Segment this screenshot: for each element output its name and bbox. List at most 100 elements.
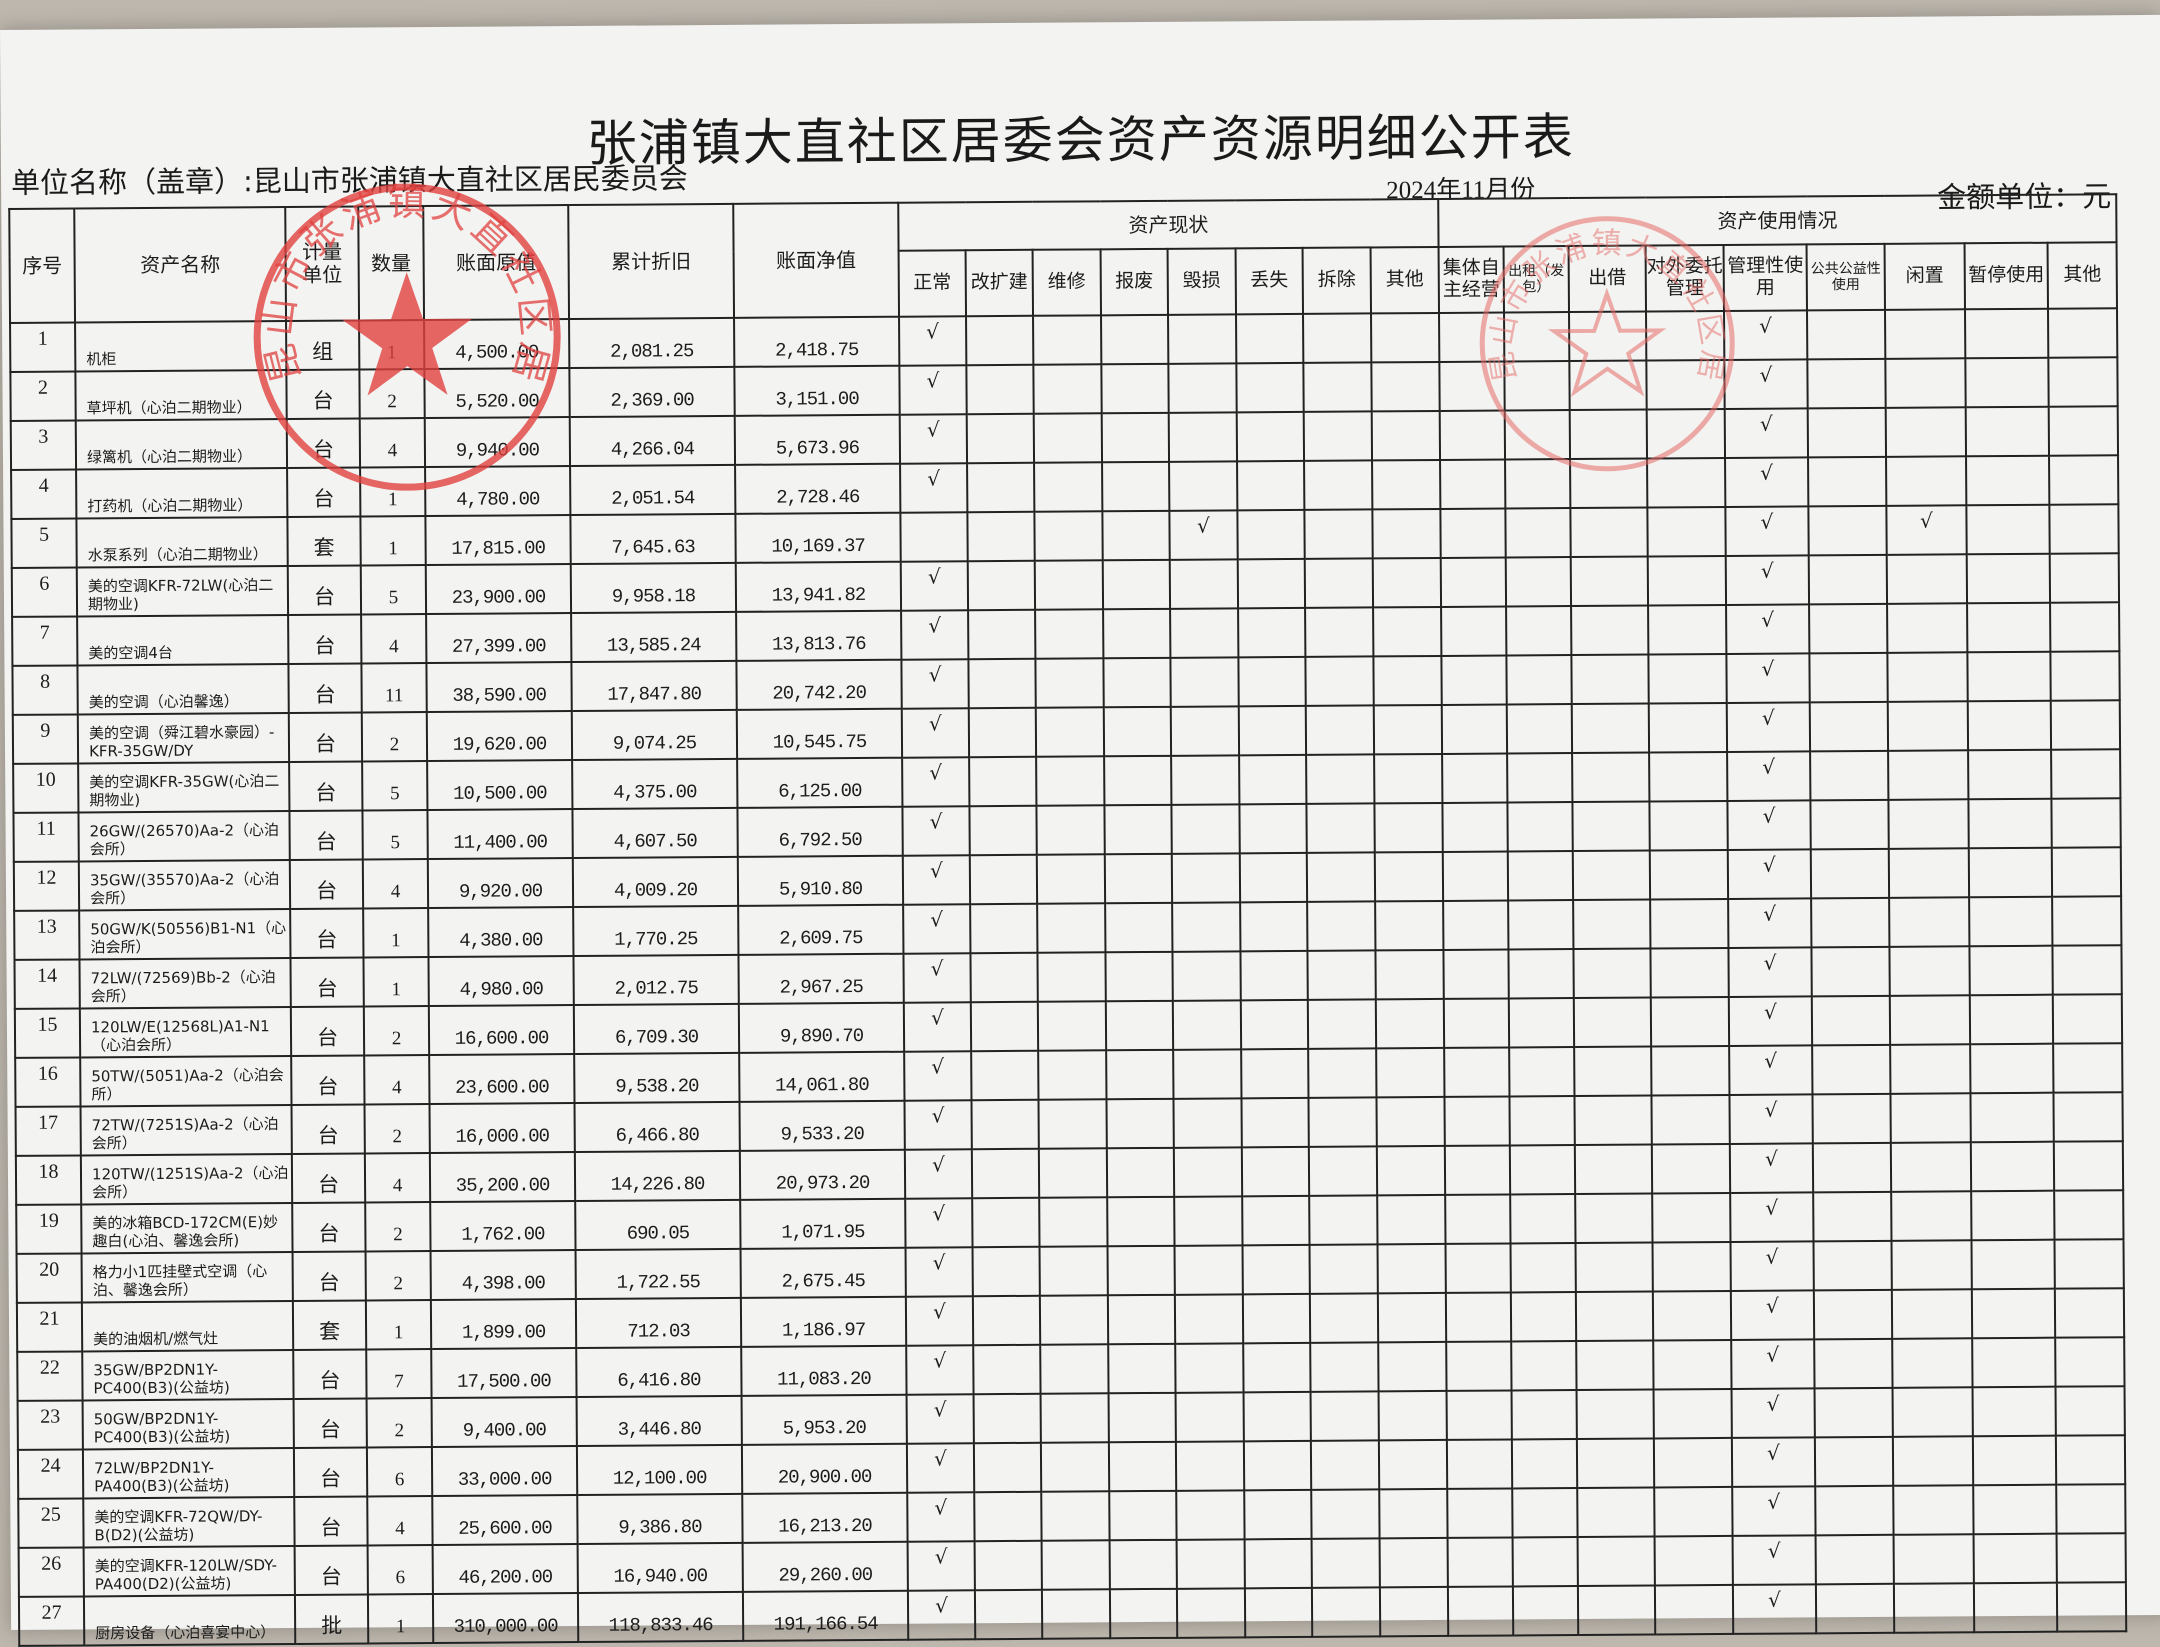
usage-check-mark: √ <box>1727 800 1811 850</box>
status-cell-5 <box>1242 1244 1310 1295</box>
status-check-mark: √ <box>906 1394 974 1444</box>
status-cell-2 <box>1033 315 1102 365</box>
status-cell-3 <box>1104 804 1172 855</box>
status-cell-1 <box>972 1197 1040 1248</box>
header-usage-4: 管理性使用 <box>1723 244 1808 311</box>
usage-cell-8 <box>2050 602 2120 652</box>
usage-cell-0 <box>1441 606 1507 656</box>
header-status-6: 拆除 <box>1302 247 1372 314</box>
accumulated-depreciation: 2,081.25 <box>569 317 735 369</box>
usage-cell-7 <box>1966 455 2050 506</box>
book-net-value: 13,813.76 <box>736 610 902 661</box>
usage-check-mark: √ <box>1731 1388 1815 1438</box>
usage-cell-5 <box>1808 505 1887 556</box>
status-cell-5 <box>1238 656 1306 707</box>
status-cell-7 <box>1373 655 1442 706</box>
accumulated-depreciation: 3,446.80 <box>576 1395 742 1447</box>
book-net-value: 6,792.50 <box>737 806 903 857</box>
usage-cell-6 <box>1886 554 1968 604</box>
book-net-value: 16,213.20 <box>742 1492 908 1543</box>
usage-cell-2 <box>1570 556 1649 607</box>
usage-cell-3 <box>1651 1143 1731 1194</box>
quantity: 2 <box>363 1006 430 1056</box>
status-cell-6 <box>1309 1293 1379 1343</box>
usage-cell-2 <box>1575 1193 1653 1244</box>
usage-cell-8 <box>2049 455 2119 505</box>
status-cell-5 <box>1244 1538 1312 1589</box>
usage-cell-8 <box>2056 1582 2127 1632</box>
usage-cell-3 <box>1652 1241 1731 1292</box>
status-cell-4 <box>1172 902 1241 952</box>
status-cell-2 <box>1039 1295 1109 1345</box>
usage-cell-6 <box>1888 750 1969 800</box>
usage-cell-6 <box>1887 701 1969 751</box>
asset-name: 50GW/K(50556)B1-N1（心泊会所） <box>79 908 291 960</box>
measure-unit: 套 <box>287 516 361 567</box>
usage-cell-3 <box>1651 1094 1730 1145</box>
usage-cell-1 <box>1506 704 1573 754</box>
status-cell-6 <box>1309 1195 1378 1245</box>
usage-cell-6 <box>1890 1044 1971 1094</box>
book-original-value: 11,400.00 <box>427 809 573 860</box>
book-original-value: 23,600.00 <box>429 1054 575 1105</box>
quantity: 6 <box>367 1545 433 1595</box>
status-cell-3 <box>1105 951 1173 1002</box>
header-usage-1: 出租（发包） <box>1503 246 1570 313</box>
usage-check-mark: √ <box>1724 408 1809 458</box>
row-number: 17 <box>15 1106 81 1156</box>
usage-cell-3 <box>1654 1535 1733 1586</box>
usage-cell-2 <box>1571 605 1649 656</box>
status-cell-5 <box>1236 411 1305 462</box>
status-cell-2 <box>1034 560 1104 610</box>
status-cell-6 <box>1304 509 1373 559</box>
book-net-value: 20,973.20 <box>739 1149 906 1200</box>
asset-name: 水泵系列（心泊二期物业） <box>76 517 288 568</box>
usage-cell-7 <box>1967 602 2051 653</box>
usage-check-mark: √ <box>1724 359 1808 409</box>
status-cell-3 <box>1105 1000 1174 1051</box>
usage-cell-5 <box>1811 995 1891 1046</box>
usage-cell-2 <box>1575 1291 1654 1342</box>
status-cell-4 <box>1168 363 1237 413</box>
status-check-mark: √ <box>899 316 967 366</box>
usage-cell-7 <box>1971 1190 2055 1241</box>
status-cell-3 <box>1107 1294 1176 1345</box>
usage-cell-5 <box>1815 1485 1894 1536</box>
status-cell-5 <box>1238 705 1307 756</box>
usage-cell-3 <box>1652 1192 1731 1243</box>
usage-cell-2 <box>1573 997 1652 1048</box>
status-cell-1 <box>973 1344 1041 1395</box>
status-cell-4 <box>1176 1588 1246 1638</box>
usage-cell-5 <box>1812 1044 1891 1095</box>
status-check-mark: √ <box>907 1492 975 1542</box>
asset-name: 72LW/BP2DN1Y-PA400(B3)(公益坊) <box>82 1447 295 1499</box>
asset-name: 120TW/(1251S)Aa-2（心泊会所） <box>80 1153 293 1205</box>
status-cell-4 <box>1175 1441 1245 1491</box>
status-cell-5 <box>1236 313 1304 364</box>
measure-unit: 台 <box>288 712 363 762</box>
asset-name: 厨房设备（心泊喜宴中心） <box>83 1594 296 1646</box>
status-cell-2 <box>1038 1148 1108 1198</box>
usage-cell-1 <box>1511 1439 1578 1489</box>
unit-name-line: 单位名称（盖章）:昆山市张浦镇大直社区居民委员会 <box>11 155 688 202</box>
usage-cell-5 <box>1813 1191 1892 1242</box>
measure-unit: 台 <box>293 1398 367 1448</box>
accumulated-depreciation: 12,100.00 <box>576 1444 743 1496</box>
usage-cell-5 <box>1815 1534 1894 1585</box>
accumulated-depreciation: 2,051.54 <box>570 464 736 516</box>
usage-cell-5 <box>1810 750 1889 801</box>
usage-cell-5 <box>1813 1240 1892 1291</box>
book-net-value: 20,900.00 <box>741 1443 908 1494</box>
measure-unit: 台 <box>293 1447 368 1497</box>
usage-cell-0 <box>1441 704 1508 754</box>
book-original-value: 33,000.00 <box>431 1446 578 1497</box>
status-cell-5 <box>1237 509 1305 560</box>
usage-cell-1 <box>1508 998 1575 1048</box>
status-cell-4 <box>1175 1343 1244 1393</box>
measure-unit: 台 <box>286 418 361 469</box>
accumulated-depreciation: 2,012.75 <box>573 954 739 1006</box>
accumulated-depreciation: 1,722.55 <box>575 1248 741 1300</box>
row-number: 22 <box>17 1351 83 1401</box>
book-net-value: 5,673.96 <box>734 414 901 465</box>
measure-unit: 台 <box>294 1496 368 1546</box>
